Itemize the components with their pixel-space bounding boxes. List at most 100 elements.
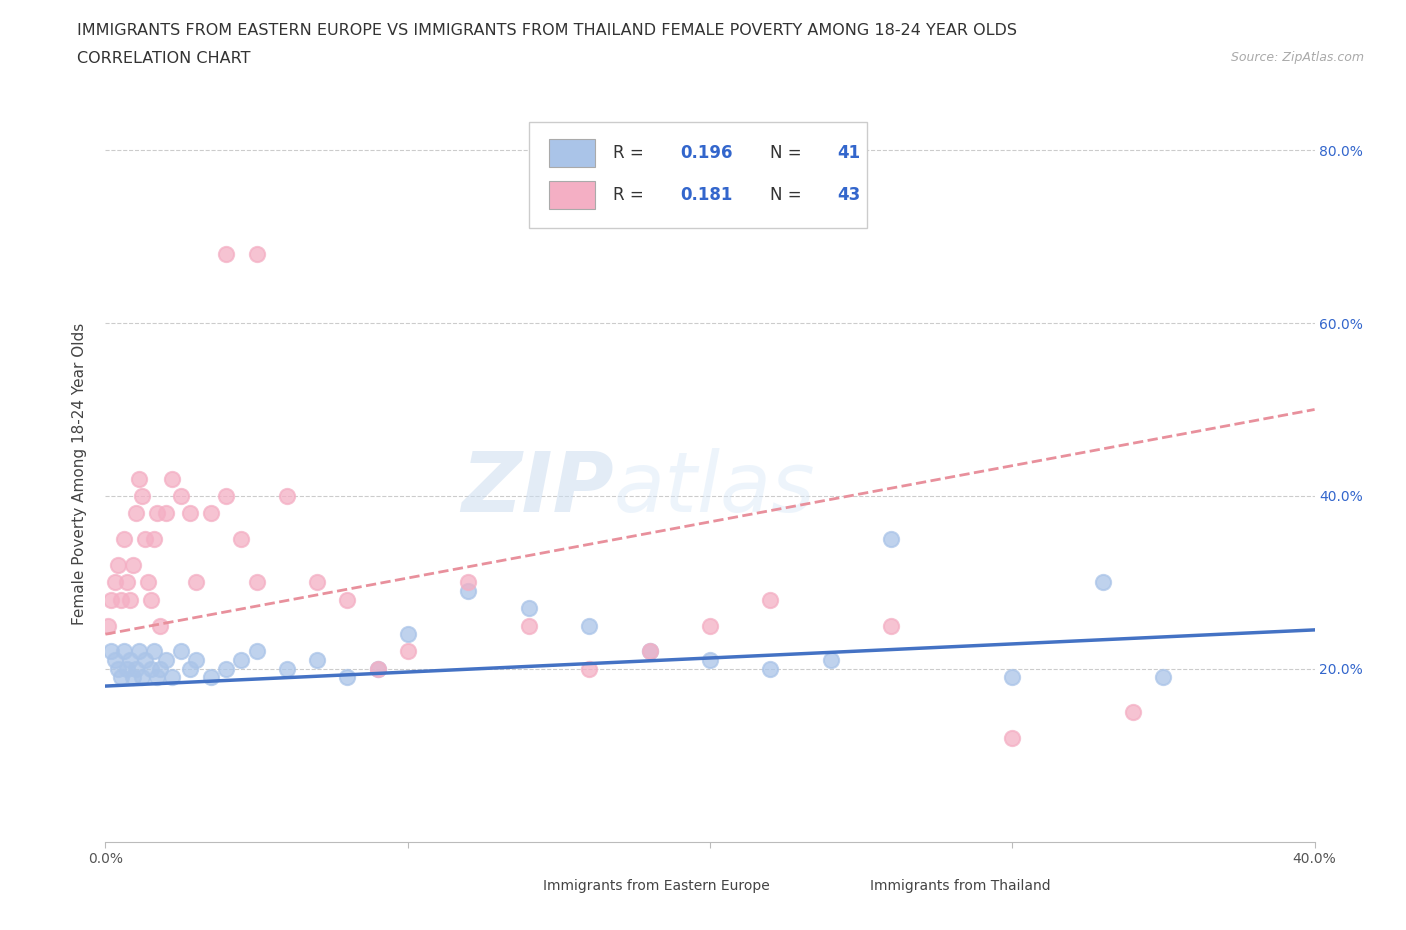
Text: Source: ZipAtlas.com: Source: ZipAtlas.com — [1230, 51, 1364, 64]
Text: 41: 41 — [837, 144, 860, 162]
Point — [124, 506, 148, 521]
Point — [112, 532, 135, 547]
Point — [149, 661, 172, 676]
Bar — [831, 875, 860, 897]
Point — [139, 661, 162, 676]
Point — [124, 661, 148, 676]
Text: ZIP: ZIP — [461, 448, 613, 529]
Point — [186, 653, 208, 668]
Point — [200, 506, 222, 521]
Point — [100, 644, 122, 659]
Point — [146, 506, 169, 521]
Point — [170, 488, 193, 503]
Point — [121, 670, 143, 684]
Point — [142, 532, 165, 547]
Point — [131, 670, 153, 684]
Point — [307, 575, 329, 590]
Text: 0.181: 0.181 — [681, 186, 733, 204]
Point — [366, 661, 388, 676]
Text: CORRELATION CHART: CORRELATION CHART — [77, 51, 250, 66]
Text: N =: N = — [770, 144, 807, 162]
Point — [759, 592, 782, 607]
Point — [128, 644, 150, 659]
Point — [136, 575, 159, 590]
Point — [1122, 705, 1144, 720]
Text: atlas: atlas — [613, 448, 815, 529]
Bar — [550, 140, 595, 167]
Point — [231, 653, 253, 668]
Point — [179, 506, 201, 521]
Point — [179, 661, 201, 676]
Point — [121, 558, 143, 573]
Point — [107, 661, 129, 676]
Point — [134, 653, 156, 668]
Point — [1001, 670, 1024, 684]
Text: 43: 43 — [837, 186, 860, 204]
Bar — [505, 875, 534, 897]
Point — [97, 618, 120, 633]
Text: N =: N = — [770, 186, 807, 204]
Point — [276, 488, 298, 503]
Point — [336, 592, 359, 607]
Y-axis label: Female Poverty Among 18-24 Year Olds: Female Poverty Among 18-24 Year Olds — [72, 324, 87, 626]
Point — [1153, 670, 1175, 684]
Point — [880, 618, 903, 633]
Point — [699, 653, 721, 668]
Point — [246, 644, 269, 659]
FancyBboxPatch shape — [529, 122, 868, 228]
Point — [115, 661, 138, 676]
Point — [107, 558, 129, 573]
Point — [1001, 730, 1024, 745]
Point — [200, 670, 222, 684]
Point — [457, 583, 479, 598]
Point — [246, 246, 269, 261]
Point — [759, 661, 782, 676]
Point — [517, 618, 540, 633]
Point — [118, 592, 141, 607]
Point — [170, 644, 193, 659]
Point — [880, 532, 903, 547]
Point — [336, 670, 359, 684]
Text: R =: R = — [613, 144, 650, 162]
Point — [231, 532, 253, 547]
Point — [100, 592, 122, 607]
Point — [103, 575, 125, 590]
Point — [110, 592, 132, 607]
Point — [246, 575, 269, 590]
Point — [215, 246, 238, 261]
Point — [186, 575, 208, 590]
Point — [820, 653, 842, 668]
Point — [115, 575, 138, 590]
Point — [128, 472, 150, 486]
Point — [155, 653, 177, 668]
Point — [638, 644, 661, 659]
Point — [366, 661, 388, 676]
Point — [142, 644, 165, 659]
Text: IMMIGRANTS FROM EASTERN EUROPE VS IMMIGRANTS FROM THAILAND FEMALE POVERTY AMONG : IMMIGRANTS FROM EASTERN EUROPE VS IMMIGR… — [77, 23, 1018, 38]
Point — [215, 488, 238, 503]
Text: 0.196: 0.196 — [681, 144, 733, 162]
Point — [112, 644, 135, 659]
Text: Immigrants from Thailand: Immigrants from Thailand — [870, 879, 1050, 893]
Point — [139, 592, 162, 607]
Point — [215, 661, 238, 676]
Point — [307, 653, 329, 668]
Text: R =: R = — [613, 186, 650, 204]
Bar — [550, 181, 595, 209]
Point — [149, 618, 172, 633]
Point — [160, 670, 183, 684]
Point — [457, 575, 479, 590]
Point — [396, 644, 419, 659]
Point — [160, 472, 183, 486]
Point — [134, 532, 156, 547]
Point — [578, 618, 600, 633]
Point — [276, 661, 298, 676]
Point — [110, 670, 132, 684]
Point — [396, 627, 419, 642]
Point — [699, 618, 721, 633]
Point — [517, 601, 540, 616]
Point — [103, 653, 125, 668]
Point — [638, 644, 661, 659]
Point — [155, 506, 177, 521]
Point — [578, 661, 600, 676]
